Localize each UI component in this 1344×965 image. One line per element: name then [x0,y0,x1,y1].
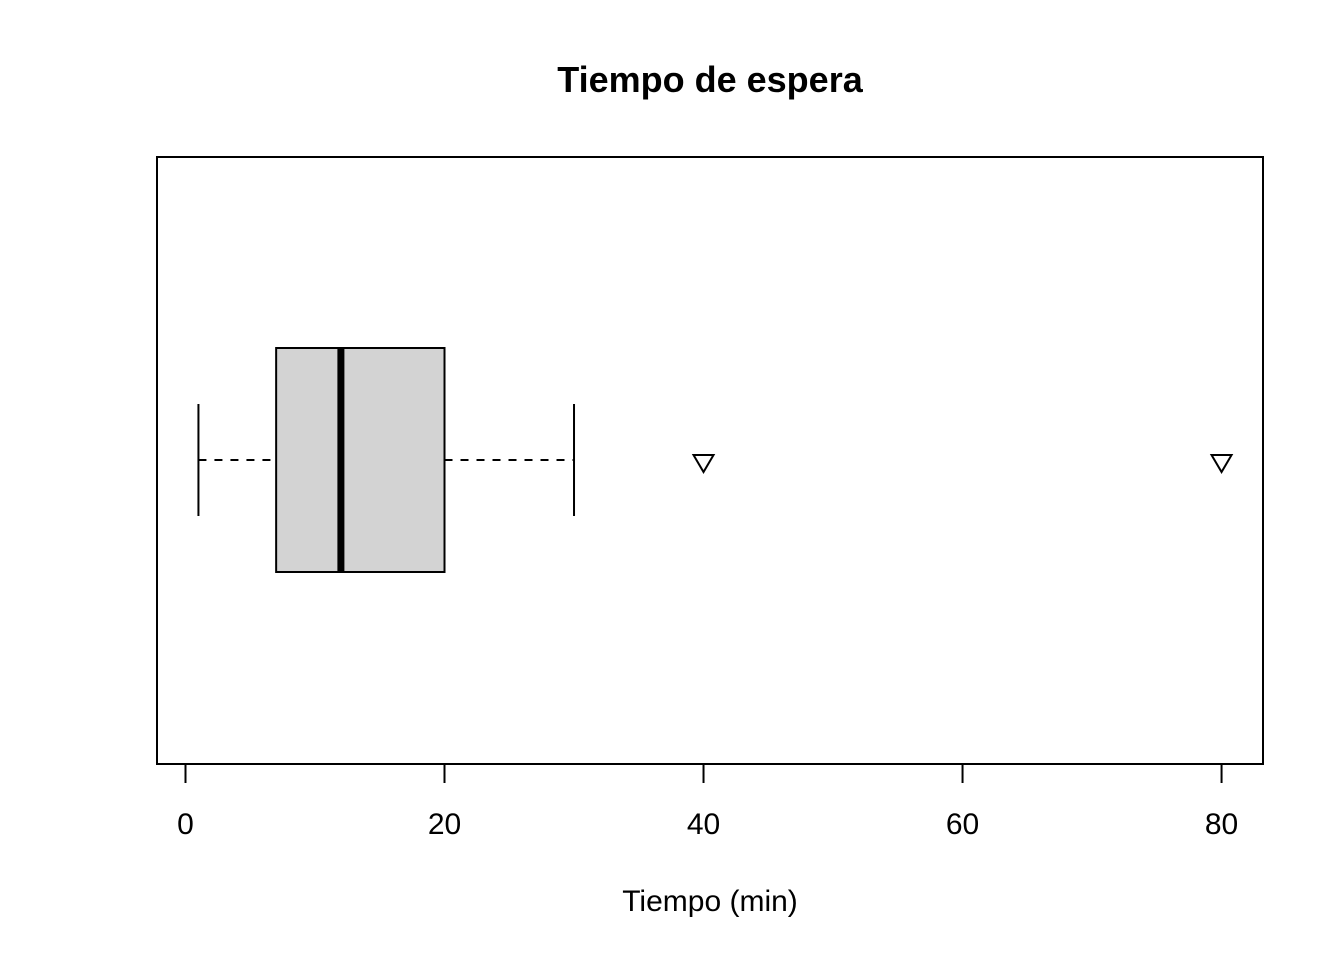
x-axis-label: Tiempo (min) [622,885,798,918]
x-tick-label: 80 [1205,808,1238,841]
x-tick-label: 20 [428,808,461,841]
x-tick-label: 40 [687,808,720,841]
outlier-point [691,454,716,474]
outlier-point [1209,454,1234,474]
x-axis: 0 20 40 60 80 [177,763,1238,841]
x-tick-label: 60 [946,808,979,841]
boxplot [197,347,1234,573]
x-tick-label: 0 [177,808,194,841]
chart-title: Tiempo de espera [557,59,863,100]
interquartile-box [275,347,446,573]
